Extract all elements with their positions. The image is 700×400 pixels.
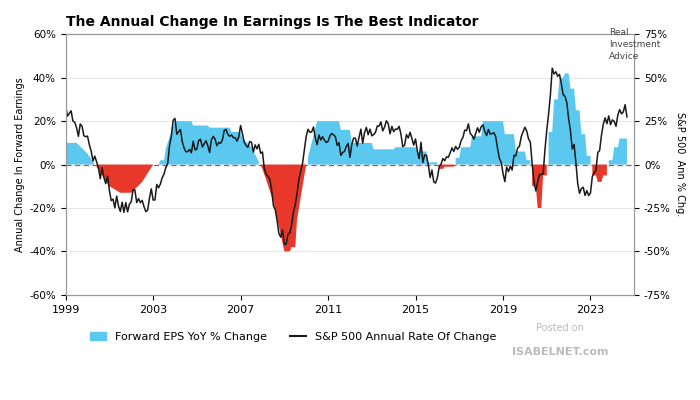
Text: The Annual Change In Earnings Is The Best Indicator: The Annual Change In Earnings Is The Bes… (66, 15, 478, 29)
Text: ISABELNET.com: ISABELNET.com (512, 347, 608, 357)
Text: Posted on: Posted on (536, 323, 584, 333)
Legend: Forward EPS YoY % Change, S&P 500 Annual Rate Of Change: Forward EPS YoY % Change, S&P 500 Annual… (85, 328, 501, 346)
Y-axis label: Annual Change In Forward Earnings: Annual Change In Forward Earnings (15, 77, 25, 252)
Text: Real
Investment
Advice: Real Investment Advice (609, 28, 660, 61)
Y-axis label: S&P 500  Ann % Chg.: S&P 500 Ann % Chg. (675, 112, 685, 217)
